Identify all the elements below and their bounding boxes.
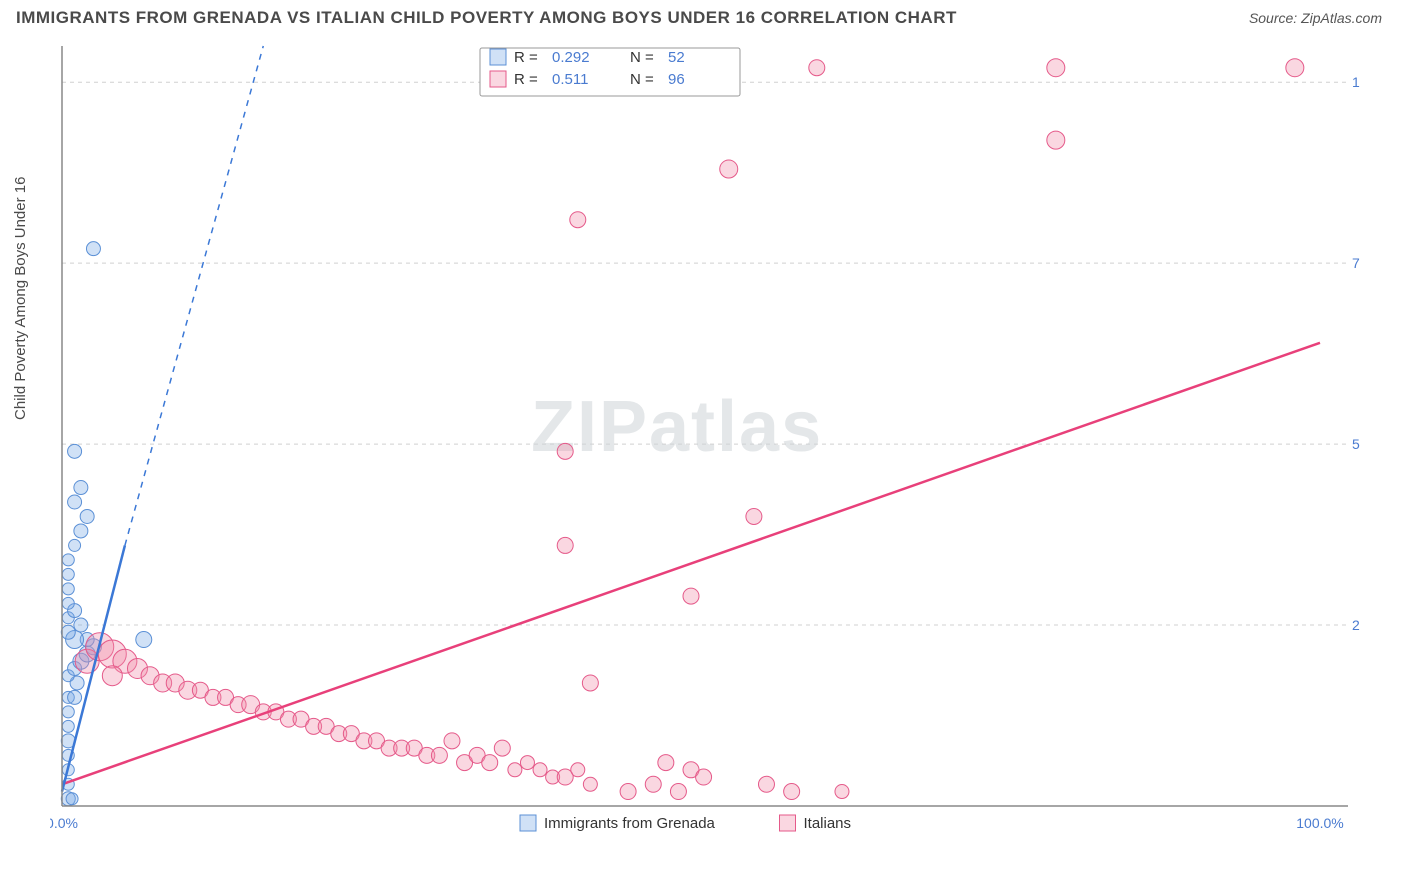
data-point (683, 588, 699, 604)
legend-r-label: R = (514, 71, 538, 88)
data-point (431, 747, 447, 763)
data-point (746, 508, 762, 524)
data-point (620, 784, 636, 800)
legend-r-label: R = (514, 49, 538, 66)
legend-n-value: 52 (668, 49, 685, 66)
data-point (136, 632, 152, 648)
data-point (102, 666, 122, 686)
data-point (62, 568, 74, 580)
data-point (720, 160, 738, 178)
legend-n-value: 96 (668, 71, 685, 88)
legend-n-label: N = (630, 49, 654, 66)
data-point (758, 776, 774, 792)
data-point (557, 443, 573, 459)
data-point (582, 675, 598, 691)
data-point (62, 706, 74, 718)
data-point (696, 769, 712, 785)
data-point (809, 60, 825, 76)
data-point (835, 785, 849, 799)
legend-swatch (490, 49, 506, 65)
watermark: ZIPatlas (531, 387, 823, 467)
title-bar: IMMIGRANTS FROM GRENADA VS ITALIAN CHILD… (0, 0, 1406, 32)
source-label: Source: ZipAtlas.com (1249, 10, 1382, 26)
legend-swatch (490, 71, 506, 87)
data-point (557, 537, 573, 553)
data-point (66, 793, 78, 805)
data-point (1047, 131, 1065, 149)
data-point (62, 554, 74, 566)
data-point (61, 625, 75, 639)
data-point (68, 444, 82, 458)
data-point (62, 597, 74, 609)
legend-r-value: 0.511 (552, 71, 588, 88)
y-tick-label: 100.0% (1352, 74, 1360, 90)
data-point (80, 509, 94, 523)
data-point (1286, 59, 1304, 77)
trend-line-grenada-extrapolated (125, 46, 263, 545)
y-tick-label: 25.0% (1352, 617, 1360, 633)
legend-series-label: Immigrants from Grenada (544, 815, 716, 832)
y-tick-label: 50.0% (1352, 436, 1360, 452)
legend-series-label: Italians (804, 815, 852, 832)
legend-n-label: N = (630, 71, 654, 88)
chart-title: IMMIGRANTS FROM GRENADA VS ITALIAN CHILD… (16, 8, 957, 28)
legend-swatch (780, 815, 796, 831)
data-point (658, 755, 674, 771)
data-point (570, 212, 586, 228)
y-axis-label: Child Poverty Among Boys Under 16 (12, 177, 29, 420)
x-tick-label: 0.0% (50, 815, 78, 831)
data-point (508, 763, 522, 777)
data-point (520, 756, 534, 770)
data-point (444, 733, 460, 749)
data-point (74, 481, 88, 495)
data-point (482, 755, 498, 771)
legend-swatch (520, 815, 536, 831)
data-point (533, 763, 547, 777)
data-point (494, 740, 510, 756)
data-point (69, 539, 81, 551)
y-tick-label: 75.0% (1352, 255, 1360, 271)
data-point (62, 583, 74, 595)
data-point (784, 784, 800, 800)
chart-container: 25.0% 50.0% 75.0% 100.0% ZIPatlas 0.0% 100.0% R… (50, 36, 1406, 866)
scatter-chart: 25.0% 50.0% 75.0% 100.0% ZIPatlas 0.0% 100.0% R… (50, 36, 1360, 866)
data-point (68, 690, 82, 704)
data-point (583, 777, 597, 791)
data-point (1047, 59, 1065, 77)
data-point (62, 720, 74, 732)
data-point (645, 776, 661, 792)
legend-r-value: 0.292 (552, 49, 590, 66)
data-point (68, 495, 82, 509)
data-point (86, 242, 100, 256)
data-point (74, 524, 88, 538)
data-point (571, 763, 585, 777)
data-point (74, 618, 88, 632)
x-tick-label: 100.0% (1296, 815, 1343, 831)
data-point (670, 784, 686, 800)
